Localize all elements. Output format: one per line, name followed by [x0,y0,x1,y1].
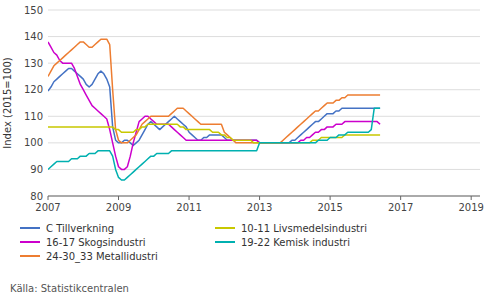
grid-line [48,116,480,117]
y-tick-label: 90 [30,164,43,175]
legend-swatch [20,255,40,257]
y-axis-label: Index (2015=100) [2,57,13,149]
grid-line [48,36,480,37]
y-tick-label: 100 [24,137,43,148]
x-tick-label: 2019 [458,202,483,213]
x-tick [189,196,190,200]
legend-swatch [215,241,235,243]
y-tick-label: 120 [24,84,43,95]
x-tick-label: 2011 [176,202,201,213]
x-tick [330,196,331,200]
source-note: Källa: Statistikcentralen [10,283,129,294]
x-tick [471,196,472,200]
x-tick [400,196,401,200]
x-tick-label: 2013 [247,202,272,213]
x-tick-label: 2007 [35,202,60,213]
grid-line [48,196,480,197]
series-line [48,108,380,180]
legend-label: 16-17 Skogsindustri [46,237,146,248]
x-tick [118,196,119,200]
y-tick-label: 80 [30,191,43,202]
legend-label: C Tillverkning [46,223,114,234]
y-tick-label: 140 [24,31,43,42]
x-tick [259,196,260,200]
legend-label: 19-22 Kemisk industri [241,237,350,248]
y-tick-label: 150 [24,5,43,16]
legend-label: 10-11 Livsmedelsindustri [241,223,367,234]
series-line [48,68,380,145]
legend-swatch [20,241,40,243]
legend-swatch [20,227,40,229]
legend-label: 24-30_33 Metallidustri [46,251,158,263]
series-line [48,124,380,143]
legend-swatch [215,227,235,229]
x-tick [48,196,49,200]
y-tick-label: 110 [24,111,43,122]
x-tick-label: 2015 [317,202,342,213]
legend: C Tillverkning 16-17 Skogsindustri 24-30_3… [20,223,367,263]
plot-area [48,39,380,180]
grid-line [48,10,480,11]
y-tick-label: 130 [24,58,43,69]
x-tick-label: 2009 [106,202,131,213]
chart: 80 90 100 110 120 130 140 150 2007 2009 2011 2013 20… [0,0,493,304]
x-tick-label: 2017 [388,202,413,213]
x-axis-line [48,196,480,197]
grid-line [48,169,480,170]
series-line [48,39,380,143]
grid [48,10,480,196]
grid-line [48,63,480,64]
